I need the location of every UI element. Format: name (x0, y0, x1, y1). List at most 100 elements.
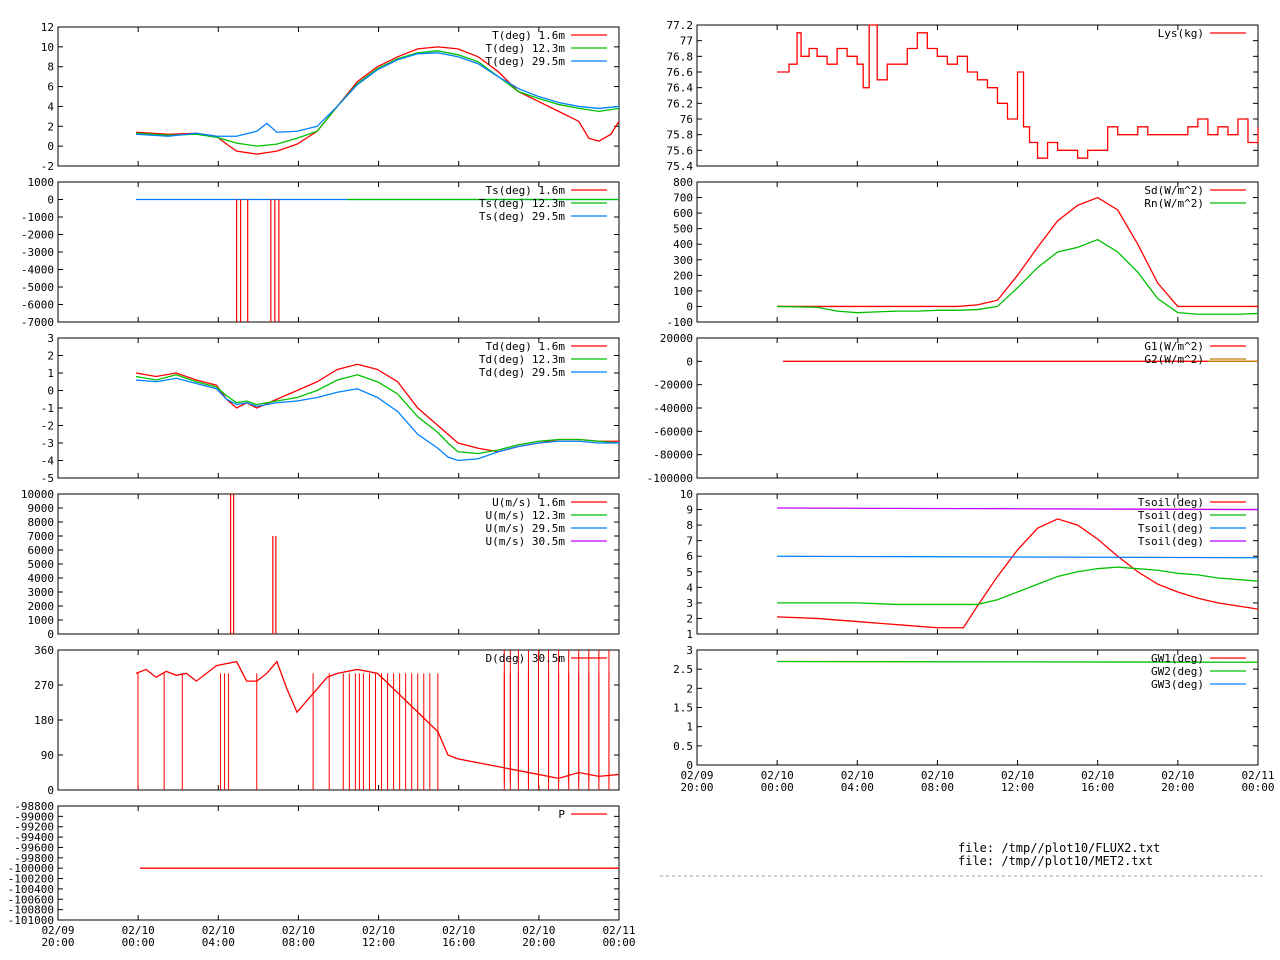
y-tick-label: 8 (686, 519, 693, 532)
y-tick-label: 3 (686, 644, 693, 657)
y-tick-label: 76.8 (667, 50, 694, 63)
y-tick-label: -4000 (21, 264, 54, 277)
series-line-blue (135, 52, 620, 137)
y-tick-label: 0 (47, 194, 54, 207)
x-tick-label-date: 02/11 (602, 924, 635, 937)
y-tick-label: 4 (686, 581, 693, 594)
footer-file-line-1: file: /tmp//plot10/FLUX2.txt (958, 841, 1160, 855)
plot-frame (696, 493, 1259, 635)
y-tick-label: 3 (686, 597, 693, 610)
panel-lysimeter: 75.4 75.6 75.8 76 76.2 76.4 76.6 76.8 77 77.2 Lys(… (667, 19, 1259, 173)
y-tick-label: -100000 (647, 472, 693, 485)
x-tick-label-time: 12:00 (362, 936, 395, 949)
x-tick-label-time: 16:00 (1081, 781, 1114, 794)
panel-wind_speed: 0100020003000400050006000700080009000100… (21, 488, 620, 641)
x-tick-label-date: 02/10 (122, 924, 155, 937)
y-tick-label: -100000 (8, 862, 54, 875)
y-tick-label: 75.4 (667, 160, 694, 173)
series-line-green (135, 50, 620, 147)
series-line-green (777, 566, 1259, 606)
legend-label: T(deg) 29.5m (486, 55, 566, 68)
legend-label: G1(W/m^2) (1144, 340, 1204, 353)
series-line-red (776, 518, 1259, 629)
y-tick-label: -6000 (21, 299, 54, 312)
x-tick-label-time: 12:00 (1001, 781, 1034, 794)
plot-frame (696, 649, 1259, 766)
y-tick-label: -100400 (8, 883, 54, 896)
y-tick-label: 75.8 (667, 129, 694, 142)
y-tick-label: 0 (686, 355, 693, 368)
y-tick-label: 76.4 (667, 82, 694, 95)
x-tick-label-time: 20:00 (1161, 781, 1194, 794)
y-tick-label: 7000 (28, 530, 55, 543)
x-tick-label-date: 02/10 (761, 769, 794, 782)
y-tick-label: 4 (47, 100, 54, 113)
x-tick-label-date: 02/10 (522, 924, 555, 937)
legend-label: D(deg) 30.5m (486, 652, 566, 665)
y-tick-label: 500 (673, 223, 693, 236)
legend-label: U(m/s) 1.6m (492, 496, 565, 509)
legend-label: U(m/s) 29.5m (486, 522, 566, 535)
y-tick-label: 2 (686, 612, 693, 625)
x-tick-label-date: 02/11 (1241, 769, 1274, 782)
y-tick-label: 5000 (28, 558, 55, 571)
series-line-green (135, 374, 620, 455)
plot-frame (696, 24, 1259, 167)
y-tick-label: -99200 (14, 821, 54, 834)
legend-label: Ts(deg) 1.6m (486, 184, 566, 197)
y-tick-label: 12 (41, 21, 54, 34)
legend-label: Ts(deg) 29.5m (479, 210, 565, 223)
series-line-red (777, 24, 1259, 159)
y-tick-label: -100200 (8, 873, 54, 886)
panel-wind_dir: 0 90 180 270 360 D(deg) 30.5m (34, 644, 620, 797)
y-tick-label: 400 (673, 238, 693, 251)
y-tick-label: -3 (41, 437, 54, 450)
x-tick-label-date: 02/10 (202, 924, 235, 937)
y-tick-label: 76.6 (667, 66, 694, 79)
legend-label: Td(deg) 12.3m (479, 353, 565, 366)
plot-frame (57, 26, 620, 167)
y-tick-label: 9 (686, 504, 693, 517)
y-tick-label: 90 (41, 749, 54, 762)
panel-surface_temp: -7000 -6000 -5000 -4000 -3000 -2000 -1000 0 1000… (21, 176, 620, 329)
x-tick-label-time: 00:00 (602, 936, 635, 949)
y-tick-label: 2 (47, 120, 54, 133)
panel-pressure: -101000-100800-100600-100400-100200-1000… (8, 800, 636, 949)
y-tick-label: 3 (47, 332, 54, 345)
y-tick-label: 0 (47, 628, 54, 641)
y-tick-label: 300 (673, 254, 693, 267)
y-tick-label: -99000 (14, 810, 54, 823)
series-line-purple (776, 507, 1259, 511)
y-tick-label: 3000 (28, 586, 55, 599)
panel-ground_flux: -100000 -80000 -60000 -40000 -20000 0 20000 G1(… (647, 332, 1259, 485)
series-line-blue (776, 555, 1259, 559)
legend-label: Td(deg) 29.5m (479, 366, 565, 379)
x-tick-label-date: 02/10 (282, 924, 315, 937)
x-tick-label-date: 02/10 (1001, 769, 1034, 782)
legend-label: U(m/s) 12.3m (486, 509, 566, 522)
legend-label: Sd(W/m^2) (1144, 184, 1204, 197)
y-tick-label: 6000 (28, 544, 55, 557)
y-tick-label: 9000 (28, 502, 55, 515)
y-tick-label: 0.5 (673, 740, 693, 753)
legend-label: T(deg) 1.6m (492, 29, 565, 42)
x-tick-label-time: 00:00 (761, 781, 794, 794)
y-tick-label: 76.2 (667, 97, 694, 110)
x-tick-label-date: 02/09 (41, 924, 74, 937)
y-tick-label: -2 (41, 420, 54, 433)
x-tick-label-time: 16:00 (442, 936, 475, 949)
y-tick-label: -20000 (653, 379, 693, 392)
y-tick-label: 4000 (28, 572, 55, 585)
y-tick-label: -2000 (21, 229, 54, 242)
legend-label: Ts(deg) 12.3m (479, 197, 565, 210)
y-tick-label: 8000 (28, 516, 55, 529)
legend-label: T(deg) 12.3m (486, 42, 566, 55)
y-tick-label: -100800 (8, 904, 54, 917)
legend-label: P (558, 808, 565, 821)
y-tick-label: 0 (686, 759, 693, 772)
y-tick-label: 800 (673, 176, 693, 189)
y-tick-label: 2000 (28, 600, 55, 613)
plot-frame (57, 805, 620, 921)
